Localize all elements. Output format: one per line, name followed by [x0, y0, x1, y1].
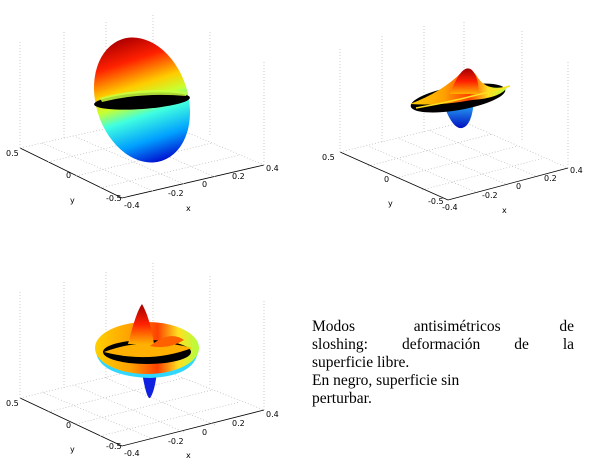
axis-label-y: y: [388, 199, 393, 208]
surface-highlight: [100, 90, 188, 102]
axis-label-x: x: [186, 204, 191, 213]
inner-surface: [104, 342, 192, 358]
plot-mode-2-svg: 0.5 0 -0.5 y -0.4 -0.2 0 0.2 0.4 x: [322, 20, 583, 215]
axis-label-y: y: [70, 196, 75, 205]
tick-x-0: -0.4: [124, 201, 140, 210]
tick-x-2: 0: [516, 182, 521, 191]
crest-lobe: [128, 304, 154, 344]
plot-mode-1: 0.5 0 -0.5 y -0.4 -0.2 0 0.2 0.4 x: [0, 0, 296, 225]
tick-x-4: 0.4: [570, 166, 583, 175]
tick-x-0: -0.4: [124, 449, 140, 458]
shape-mode-1: [93, 37, 191, 163]
axis-label-x: x: [186, 451, 191, 460]
axis-label-x: x: [502, 206, 507, 215]
tick-y-1: 0: [384, 175, 389, 184]
tick-y-2: -0.5: [106, 442, 122, 451]
caption: Modos antisimétricos de sloshing: deform…: [312, 318, 574, 408]
plot-mode-1-svg: 0.5 0 -0.5 y -0.4 -0.2 0 0.2 0.4 x: [6, 15, 279, 213]
tick-x-2: 0: [202, 180, 207, 189]
tick-y-2: -0.5: [106, 194, 122, 203]
tick-x-1: -0.2: [482, 191, 498, 200]
axes-box: [19, 15, 265, 199]
tick-x-2: 0: [202, 428, 207, 437]
tick-x-3: 0.2: [544, 174, 557, 183]
side-lobe: [150, 336, 184, 348]
tick-y-0: 0.5: [6, 149, 19, 158]
tick-x-3: 0.2: [232, 172, 245, 181]
tick-x-0: -0.4: [442, 203, 458, 212]
caption-line-1: Modos antisimétricos de: [312, 318, 574, 335]
caption-line-5: perturbar.: [312, 390, 372, 407]
tick-x-4: 0.4: [266, 164, 279, 173]
tick-x-1: -0.2: [168, 189, 184, 198]
tick-y-2: -0.5: [428, 197, 444, 206]
tick-y-1: 0: [66, 171, 71, 180]
shape-mode-3: [95, 304, 199, 399]
plot-mode-3-svg: 0.5 0 -0.5 y -0.4 -0.2 0 0.2 0.4 x: [6, 262, 279, 460]
shape-mode-2: [410, 68, 511, 129]
tick-x-1: -0.2: [168, 437, 184, 446]
plot-mode-2: 0.5 0 -0.5 y -0.4 -0.2 0 0.2 0.4 x: [312, 0, 592, 225]
tick-y-0: 0.5: [6, 399, 19, 408]
axis-label-y: y: [70, 445, 75, 454]
tick-x-3: 0.2: [232, 419, 245, 428]
caption-line-2: sloshing: deformación de la: [312, 336, 574, 353]
tick-y-0: 0.5: [322, 153, 335, 162]
axes-box: [339, 20, 569, 201]
tick-x-4: 0.4: [266, 410, 279, 419]
plot-mode-3: 0.5 0 -0.5 y -0.4 -0.2 0 0.2 0.4 x: [0, 240, 296, 460]
tick-y-1: 0: [66, 421, 71, 430]
surface-rim: [415, 85, 511, 109]
crest-lobe: [450, 68, 479, 94]
caption-line-3: superficie libre.: [312, 354, 410, 371]
caption-line-4: En negro, superficie sin: [312, 372, 460, 389]
